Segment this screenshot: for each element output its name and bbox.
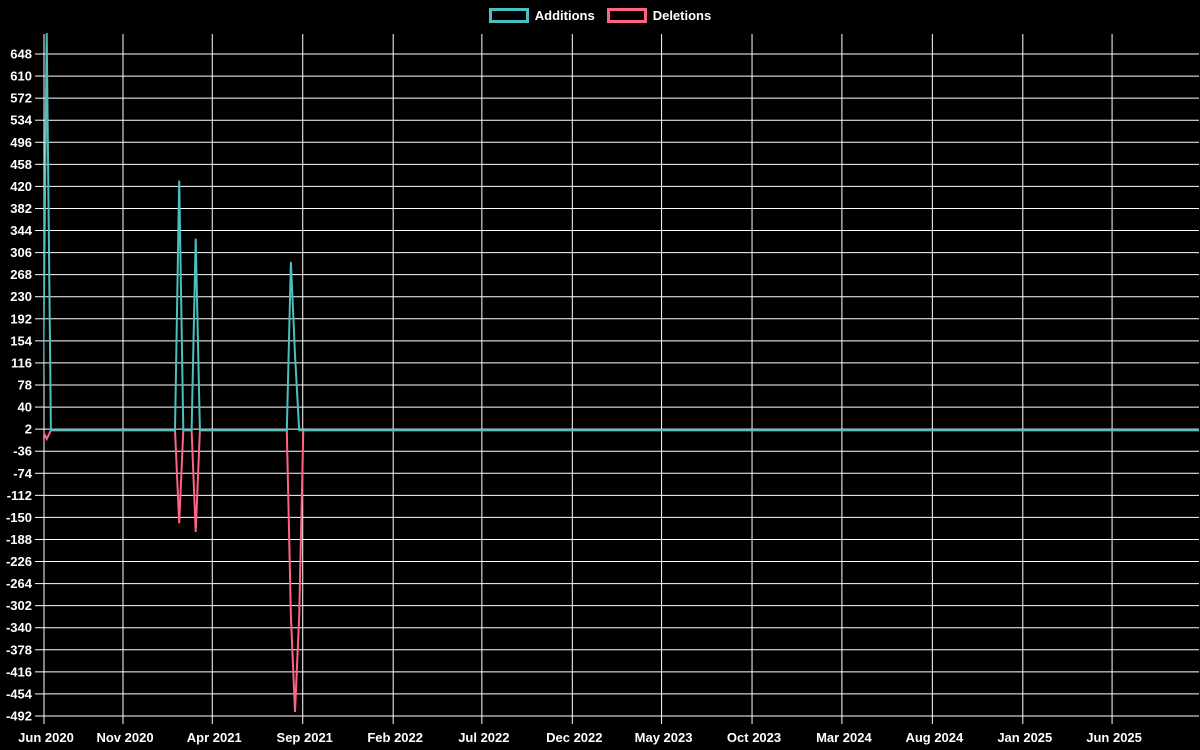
legend-item-additions[interactable]: Additions [488, 8, 595, 23]
x-axis-tick-label: Jun 2020 [18, 730, 74, 745]
y-axis-tick-label: -150 [6, 510, 32, 525]
axis-labels: 648 610 572 534 496 458 420 382 344 306 268 230 192 1… [6, 47, 1142, 746]
y-axis-tick-label: 572 [10, 91, 32, 106]
y-axis-tick-label: 344 [10, 223, 32, 238]
y-axis-tick-label: -416 [6, 664, 32, 679]
x-axis-tick-label: Jan 2025 [997, 730, 1052, 745]
y-axis-tick-label: -340 [6, 620, 32, 635]
y-axis-tick-label: 268 [10, 267, 32, 282]
y-axis-tick-label: -492 [6, 709, 32, 724]
deletions-line [44, 429, 1199, 712]
y-axis-tick-label: 496 [10, 135, 32, 150]
y-axis-tick-label: -302 [6, 598, 32, 613]
additions-legend-label: Additions [534, 8, 595, 23]
y-axis-tick-label: -112 [7, 488, 32, 503]
y-axis-tick-label: 534 [10, 113, 32, 128]
axis-ticks [35, 53, 1113, 724]
deletions-legend-swatch [606, 8, 647, 23]
x-axis-tick-label: May 2023 [635, 730, 693, 745]
y-axis-tick-label: -378 [6, 642, 32, 657]
x-axis-tick-label: Jul 2022 [458, 730, 509, 745]
additions-line [44, 33, 1199, 432]
x-axis-tick-label: Jun 2025 [1086, 730, 1142, 745]
y-axis-tick-label: 230 [10, 289, 32, 304]
additions-legend-swatch [488, 8, 529, 23]
y-axis-tick-label: 78 [18, 378, 32, 393]
y-axis-tick-label: 116 [11, 355, 32, 370]
y-axis-tick-label: 192 [10, 311, 32, 326]
x-axis-tick-label: Sep 2021 [277, 730, 333, 745]
chart-grid [43, 34, 1199, 717]
y-axis-tick-label: 648 [10, 47, 32, 62]
x-axis-tick-label: Mar 2024 [816, 730, 872, 745]
y-axis-tick-label: -454 [6, 686, 33, 701]
x-axis-tick-label: Feb 2022 [367, 730, 423, 745]
x-axis-tick-label: Apr 2021 [187, 730, 242, 745]
chart-legend: Additions Deletions [0, 8, 1200, 23]
y-axis-tick-label: 154 [10, 333, 32, 348]
y-axis-tick-label: -226 [6, 554, 32, 569]
x-axis-tick-label: Nov 2020 [96, 730, 153, 745]
legend-item-deletions[interactable]: Deletions [606, 8, 712, 23]
y-axis-tick-label: 610 [10, 69, 32, 84]
deletions-legend-label: Deletions [652, 8, 712, 23]
y-axis-tick-label: 458 [10, 157, 32, 172]
y-axis-tick-label: 382 [10, 201, 32, 216]
x-axis-tick-label: Dec 2022 [546, 730, 602, 745]
x-axis-tick-label: Aug 2024 [905, 730, 964, 745]
y-axis-tick-label: 420 [10, 179, 32, 194]
y-axis-tick-label: 306 [10, 245, 32, 260]
y-axis-tick-label: 2 [25, 422, 32, 437]
chart-series [44, 33, 1199, 712]
y-axis-tick-label: -36 [13, 444, 32, 459]
y-axis-tick-label: -264 [6, 576, 33, 591]
y-axis-tick-label: 40 [18, 400, 32, 415]
x-axis-tick-label: Oct 2023 [727, 730, 781, 745]
y-axis-tick-label: -188 [6, 532, 32, 547]
y-axis-tick-label: -74 [13, 466, 33, 481]
